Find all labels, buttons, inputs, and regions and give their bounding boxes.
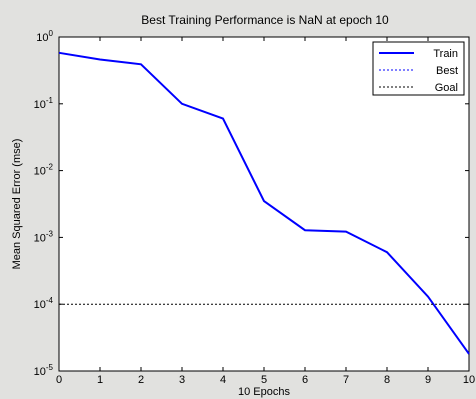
x-tick-label: 4 (220, 374, 226, 386)
legend-label-goal: Goal (435, 82, 458, 94)
x-tick-label: 0 (56, 374, 62, 386)
y-tick-label: 10-1 (34, 96, 54, 111)
x-tick-label: 6 (302, 374, 308, 386)
x-tick-label: 5 (261, 374, 267, 386)
chart-title: Best Training Performance is NaN at epoc… (141, 13, 389, 27)
y-axis-label: Mean Squared Error (mse) (11, 139, 23, 270)
y-tick-label: 10-3 (34, 229, 54, 244)
x-tick-label: 2 (138, 374, 144, 386)
legend-box (372, 41, 465, 96)
x-tick-label: 8 (384, 374, 390, 386)
y-tick-label: 100 (36, 29, 53, 44)
x-tick-label: 10 (463, 374, 475, 386)
series-line-train (58, 51, 470, 355)
x-axis-label: 10 Epochs (238, 386, 290, 398)
legend-label-best: Best (436, 65, 458, 77)
series-layer (58, 51, 470, 355)
x-tick-label: 1 (97, 374, 103, 386)
y-tick-label: 10-4 (34, 296, 54, 311)
axis-ticks: 0 1 2 3 4 5 6 7 8 9 10 100 10-1 10-2 10-3 10-4 10-5 (34, 29, 476, 386)
x-tick-label: 9 (425, 374, 431, 386)
y-tick-label: 10-2 (34, 163, 54, 178)
legend: Train Best Goal (372, 41, 465, 96)
y-tick-label: 10-5 (34, 363, 54, 378)
legend-label-train: Train (433, 48, 458, 60)
x-tick-label: 3 (179, 374, 185, 386)
x-tick-label: 7 (343, 374, 349, 386)
